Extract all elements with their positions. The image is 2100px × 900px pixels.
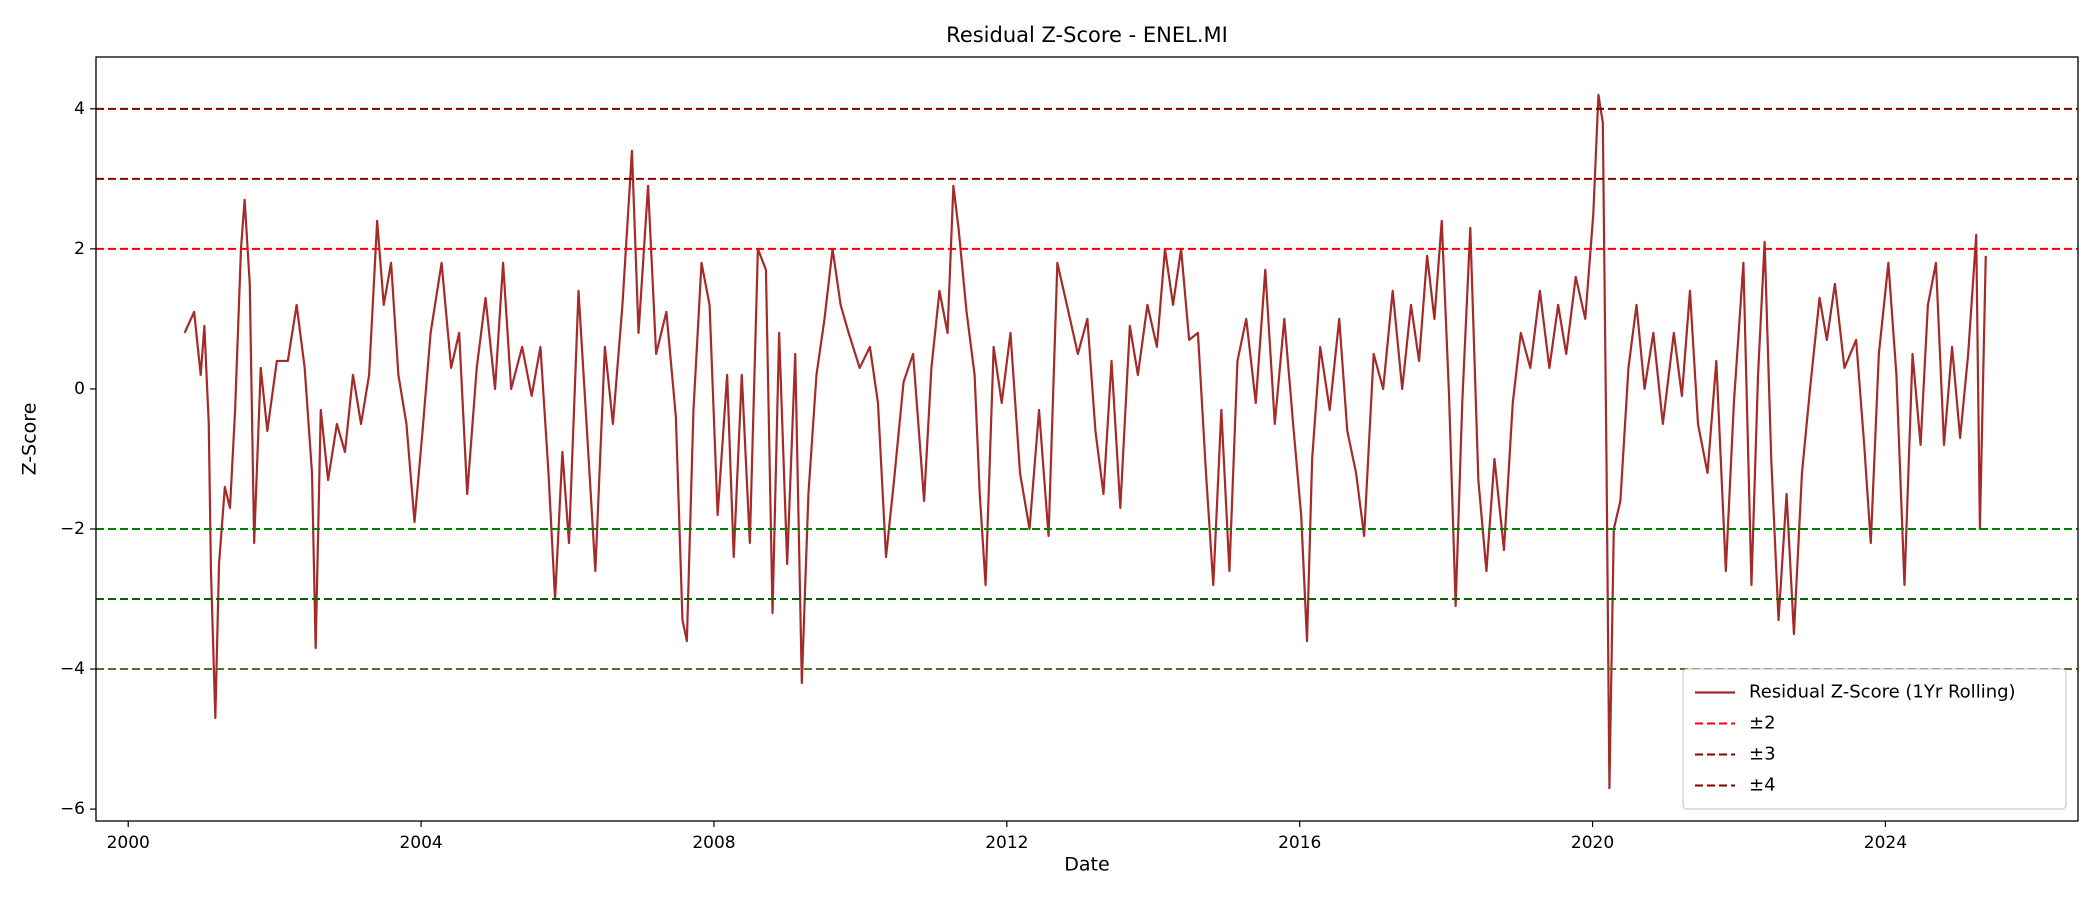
legend-box [1682,668,2067,810]
x-tick-label: 2020 [1571,833,1614,853]
x-tick-label: 2016 [1278,833,1321,853]
y-tick-label: −4 [60,659,85,679]
legend: Residual Z-Score (1Yr Rolling) ±2 ±3 ±4 [1682,668,2067,810]
legend-label: ±3 [1749,744,1776,765]
legend-label: ±4 [1749,775,1776,796]
x-axis-label: Date [1064,854,1109,876]
y-axis-label: Z-Score [19,403,41,476]
chart-title: Residual Z-Score - ENEL.MI [946,23,1228,47]
x-tick-label: 2000 [107,833,150,853]
y-tick-label: −6 [60,799,85,819]
y-tick-label: −2 [60,519,85,539]
x-tick-label: 2008 [692,833,735,853]
legend-label: Residual Z-Score (1Yr Rolling) [1749,682,2016,703]
legend-label: ±2 [1749,713,1776,734]
y-tick-label: 2 [74,239,85,259]
plot-frame [95,56,2079,822]
y-tick-label: 0 [74,379,85,399]
series-line [183,93,1987,790]
y-tick-label: 4 [74,99,85,119]
x-tick-label: 2004 [399,833,442,853]
x-tick-label: 2024 [1864,833,1907,853]
x-tick-label: 2012 [985,833,1028,853]
